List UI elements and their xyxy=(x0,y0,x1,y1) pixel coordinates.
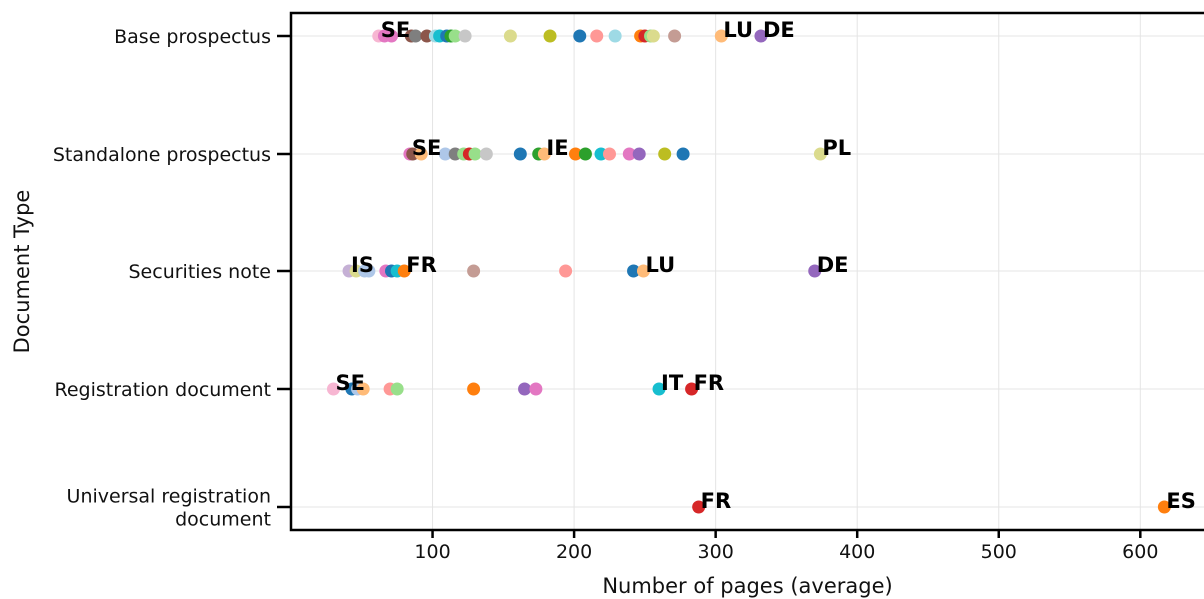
data-point xyxy=(808,264,822,278)
data-point xyxy=(573,29,587,43)
point-annotation: ES xyxy=(1166,489,1195,513)
point-annotations: SE LU DE SE IE PL IS FR LU DE SE IT FR FR ES xyxy=(335,18,1195,513)
data-point xyxy=(362,264,376,278)
data-point xyxy=(543,29,557,43)
data-point xyxy=(409,29,423,43)
data-point xyxy=(622,147,636,161)
point-annotation: SE xyxy=(412,136,441,160)
x-tick-label: 100 xyxy=(414,541,450,563)
point-annotation: IS xyxy=(351,253,374,277)
data-point xyxy=(503,29,517,43)
data-point xyxy=(513,147,527,161)
data-points xyxy=(326,29,1171,514)
data-point xyxy=(676,147,690,161)
point-annotation: LU xyxy=(723,18,753,42)
x-tick-label: 600 xyxy=(1122,541,1158,563)
data-point xyxy=(326,382,340,396)
point-annotation: SE xyxy=(335,371,364,395)
data-point xyxy=(1157,500,1171,514)
data-point xyxy=(685,382,699,396)
data-point xyxy=(467,264,481,278)
point-annotation: IE xyxy=(546,136,568,160)
point-annotation: SE xyxy=(381,18,410,42)
data-point xyxy=(468,147,482,161)
point-annotation: PL xyxy=(822,136,851,160)
data-point xyxy=(390,382,404,396)
data-point xyxy=(385,29,399,43)
point-annotation: FR xyxy=(701,489,732,513)
x-tick-label: 200 xyxy=(556,541,592,563)
data-point xyxy=(668,29,682,43)
data-point xyxy=(636,264,650,278)
data-point xyxy=(518,382,532,396)
point-annotation: DE xyxy=(763,18,795,42)
axes: 100 200 300 400 500 600 Base prospectus Standal… xyxy=(53,11,1204,563)
data-point xyxy=(608,29,622,43)
point-annotation: LU xyxy=(645,253,675,277)
data-point xyxy=(356,382,370,396)
point-annotation: FR xyxy=(406,253,437,277)
data-point xyxy=(813,147,827,161)
data-point xyxy=(529,382,543,396)
data-point xyxy=(602,147,616,161)
data-point xyxy=(559,264,573,278)
data-point xyxy=(467,382,481,396)
data-point xyxy=(627,264,641,278)
data-point xyxy=(479,147,493,161)
point-annotation: IT xyxy=(661,371,684,395)
data-point xyxy=(537,147,551,161)
data-point xyxy=(414,147,428,161)
y-tick-label: Universal registration xyxy=(67,486,271,508)
x-tick-label: 400 xyxy=(839,541,875,563)
x-axis-label: Number of pages (average) xyxy=(602,574,892,598)
data-point xyxy=(652,382,666,396)
data-point xyxy=(658,147,672,161)
data-point xyxy=(448,29,462,43)
data-point xyxy=(458,29,472,43)
data-point xyxy=(632,147,646,161)
data-point xyxy=(692,500,706,514)
data-point xyxy=(714,29,728,43)
data-point xyxy=(569,147,583,161)
data-point xyxy=(590,29,604,43)
point-annotation: FR xyxy=(694,371,725,395)
y-tick-label: document xyxy=(175,509,271,531)
data-point xyxy=(578,147,592,161)
y-axis-label: Document Type xyxy=(10,190,34,354)
y-tick-label: Base prospectus xyxy=(114,26,271,48)
data-point xyxy=(438,147,452,161)
data-point xyxy=(754,29,768,43)
y-tick-label: Securities note xyxy=(129,261,272,283)
data-point xyxy=(397,264,411,278)
y-tick-label: Registration document xyxy=(55,379,271,401)
data-point xyxy=(646,29,660,43)
x-tick-label: 500 xyxy=(981,541,1017,563)
x-tick-label: 300 xyxy=(698,541,734,563)
point-annotation: DE xyxy=(817,253,849,277)
y-tick-label: Standalone prospectus xyxy=(53,144,271,166)
